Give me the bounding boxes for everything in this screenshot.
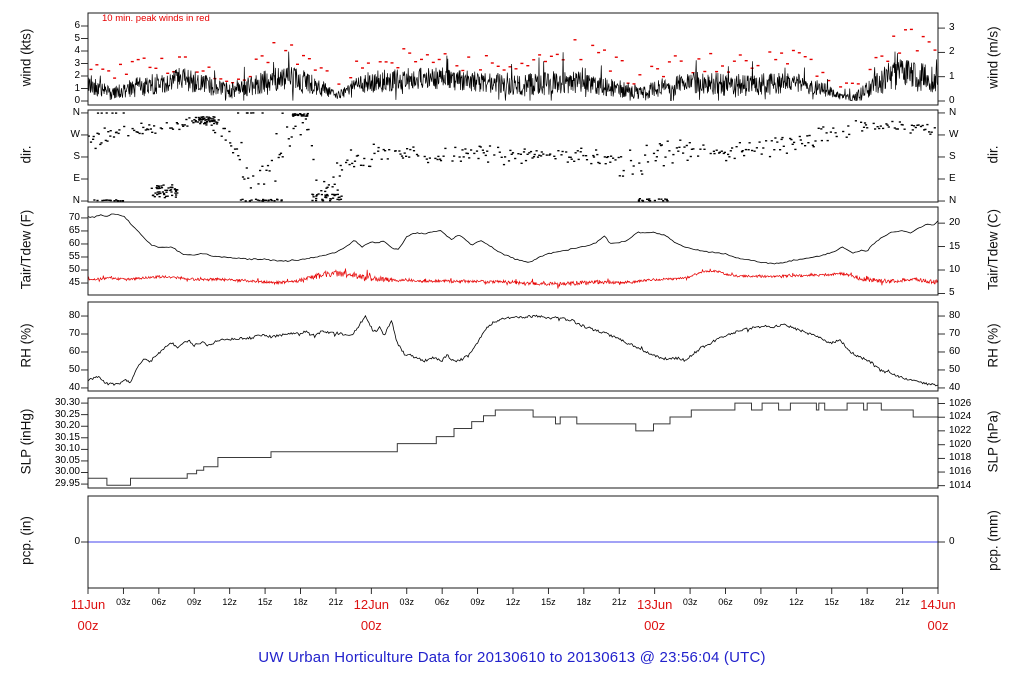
wind-speed <box>88 51 938 102</box>
wind-direction <box>88 112 938 202</box>
tair-f <box>88 213 938 265</box>
rh-series-group <box>88 314 938 387</box>
panel-border-dir <box>87 109 939 203</box>
temp-series-group <box>88 213 938 289</box>
wind-series-group <box>88 28 938 102</box>
slp-series-group <box>88 402 938 486</box>
dir-series-group <box>88 112 938 202</box>
tdew-f <box>88 268 938 289</box>
panel-border-wind <box>87 12 939 106</box>
rh-percent <box>88 314 938 387</box>
peak-wind-10min <box>89 28 937 88</box>
slp-inhg <box>88 402 938 486</box>
panel-border-temp <box>87 206 939 296</box>
plot-title: UW Urban Horticulture Data for 20130610 … <box>258 649 766 666</box>
panel-border-slp <box>87 397 939 489</box>
panel-border-rh <box>87 301 939 392</box>
